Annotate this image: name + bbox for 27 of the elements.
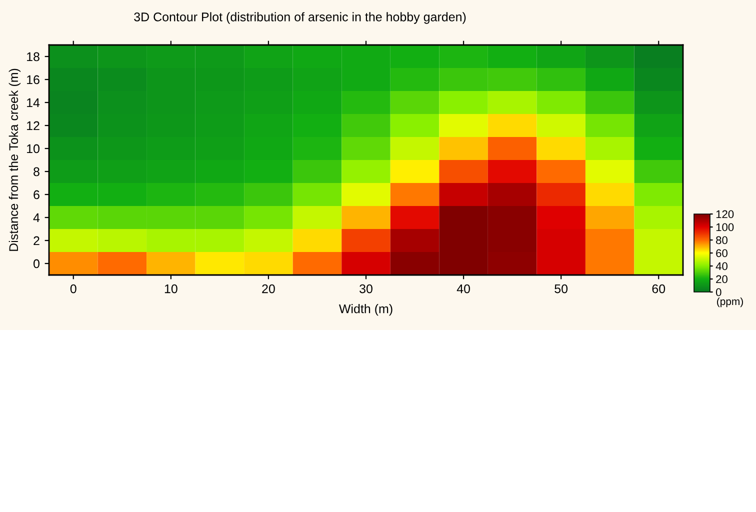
y-axis-title: Distance from the Toka creek (m) bbox=[8, 68, 21, 251]
color-bar-title: (ppm) bbox=[717, 297, 743, 308]
y-tick-label: 12 bbox=[27, 121, 40, 130]
x-tick-label: 30 bbox=[360, 284, 372, 294]
color-bar-label: 20 bbox=[716, 275, 728, 284]
y-tick-label: 14 bbox=[27, 98, 40, 108]
x-axis-title: Width (m) bbox=[338, 304, 392, 316]
color-bar-label: 40 bbox=[716, 262, 728, 270]
y-tick-label: 10 bbox=[27, 144, 40, 154]
y-tick-label: 4 bbox=[33, 213, 40, 222]
x-tick-label: 50 bbox=[554, 284, 568, 294]
color-bar-label: 60 bbox=[716, 249, 728, 258]
chart-title: 3D Contour Plot (distribution of arsenic in the hobby garden) bbox=[134, 12, 466, 24]
y-tick-label: 6 bbox=[34, 190, 40, 200]
y-tick-label: 16 bbox=[27, 75, 40, 84]
color-bar-label: 120 bbox=[716, 210, 734, 218]
y-tick-label: 0 bbox=[34, 259, 40, 268]
x-tick-label: 40 bbox=[456, 284, 470, 294]
y-tick-label: 2 bbox=[34, 236, 40, 246]
x-tick-label: 10 bbox=[164, 284, 178, 294]
color-bar-label: 100 bbox=[716, 223, 734, 232]
x-tick-label: 20 bbox=[262, 284, 275, 294]
y-tick-label: 8 bbox=[34, 167, 40, 176]
color-bar-label: 80 bbox=[716, 236, 728, 244]
y-tick-label: 18 bbox=[27, 52, 40, 62]
x-tick-label: 60 bbox=[652, 284, 666, 294]
x-tick-label: 0 bbox=[70, 284, 76, 294]
